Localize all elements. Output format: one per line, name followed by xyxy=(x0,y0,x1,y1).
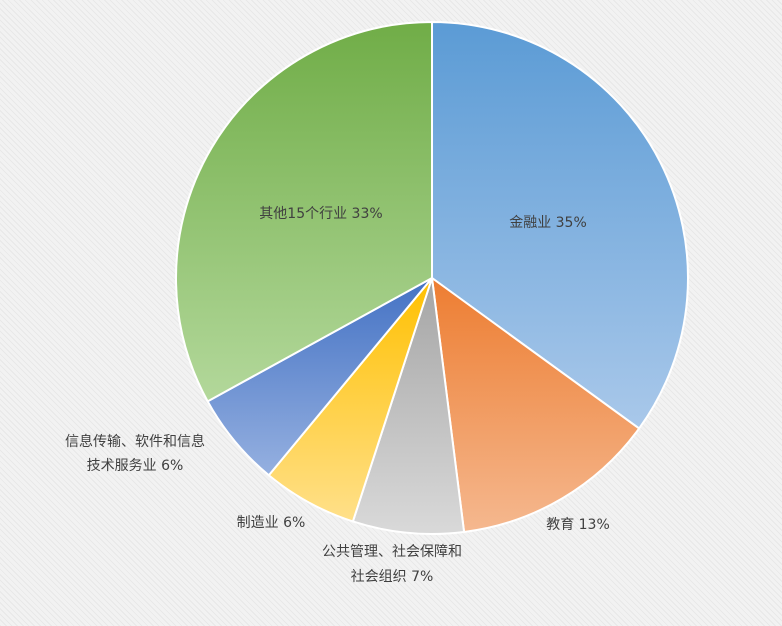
label-manufacturing: 制造业 6% xyxy=(237,515,306,531)
slice-education xyxy=(430,275,641,534)
slice-public-admin xyxy=(351,277,466,535)
slice-finance xyxy=(431,20,689,430)
slice-other xyxy=(175,20,433,403)
label-public-admin-line1: 公共管理、社会保障和 xyxy=(322,544,462,560)
label-finance: 金融业 35% xyxy=(509,215,587,231)
slice-labels: 金融业 35% 教育 13% 公共管理、社会保障和 社会组织 7% 制造业 6%… xyxy=(65,206,610,585)
label-public-admin-line2: 社会组织 7% xyxy=(351,569,434,585)
label-education: 教育 13% xyxy=(546,517,610,533)
pie-slices xyxy=(175,20,689,535)
label-other: 其他15个行业 33% xyxy=(259,206,382,222)
label-it-line2: 技术服务业 6% xyxy=(87,458,184,474)
label-it-line1: 信息传输、软件和信息 xyxy=(65,433,205,450)
